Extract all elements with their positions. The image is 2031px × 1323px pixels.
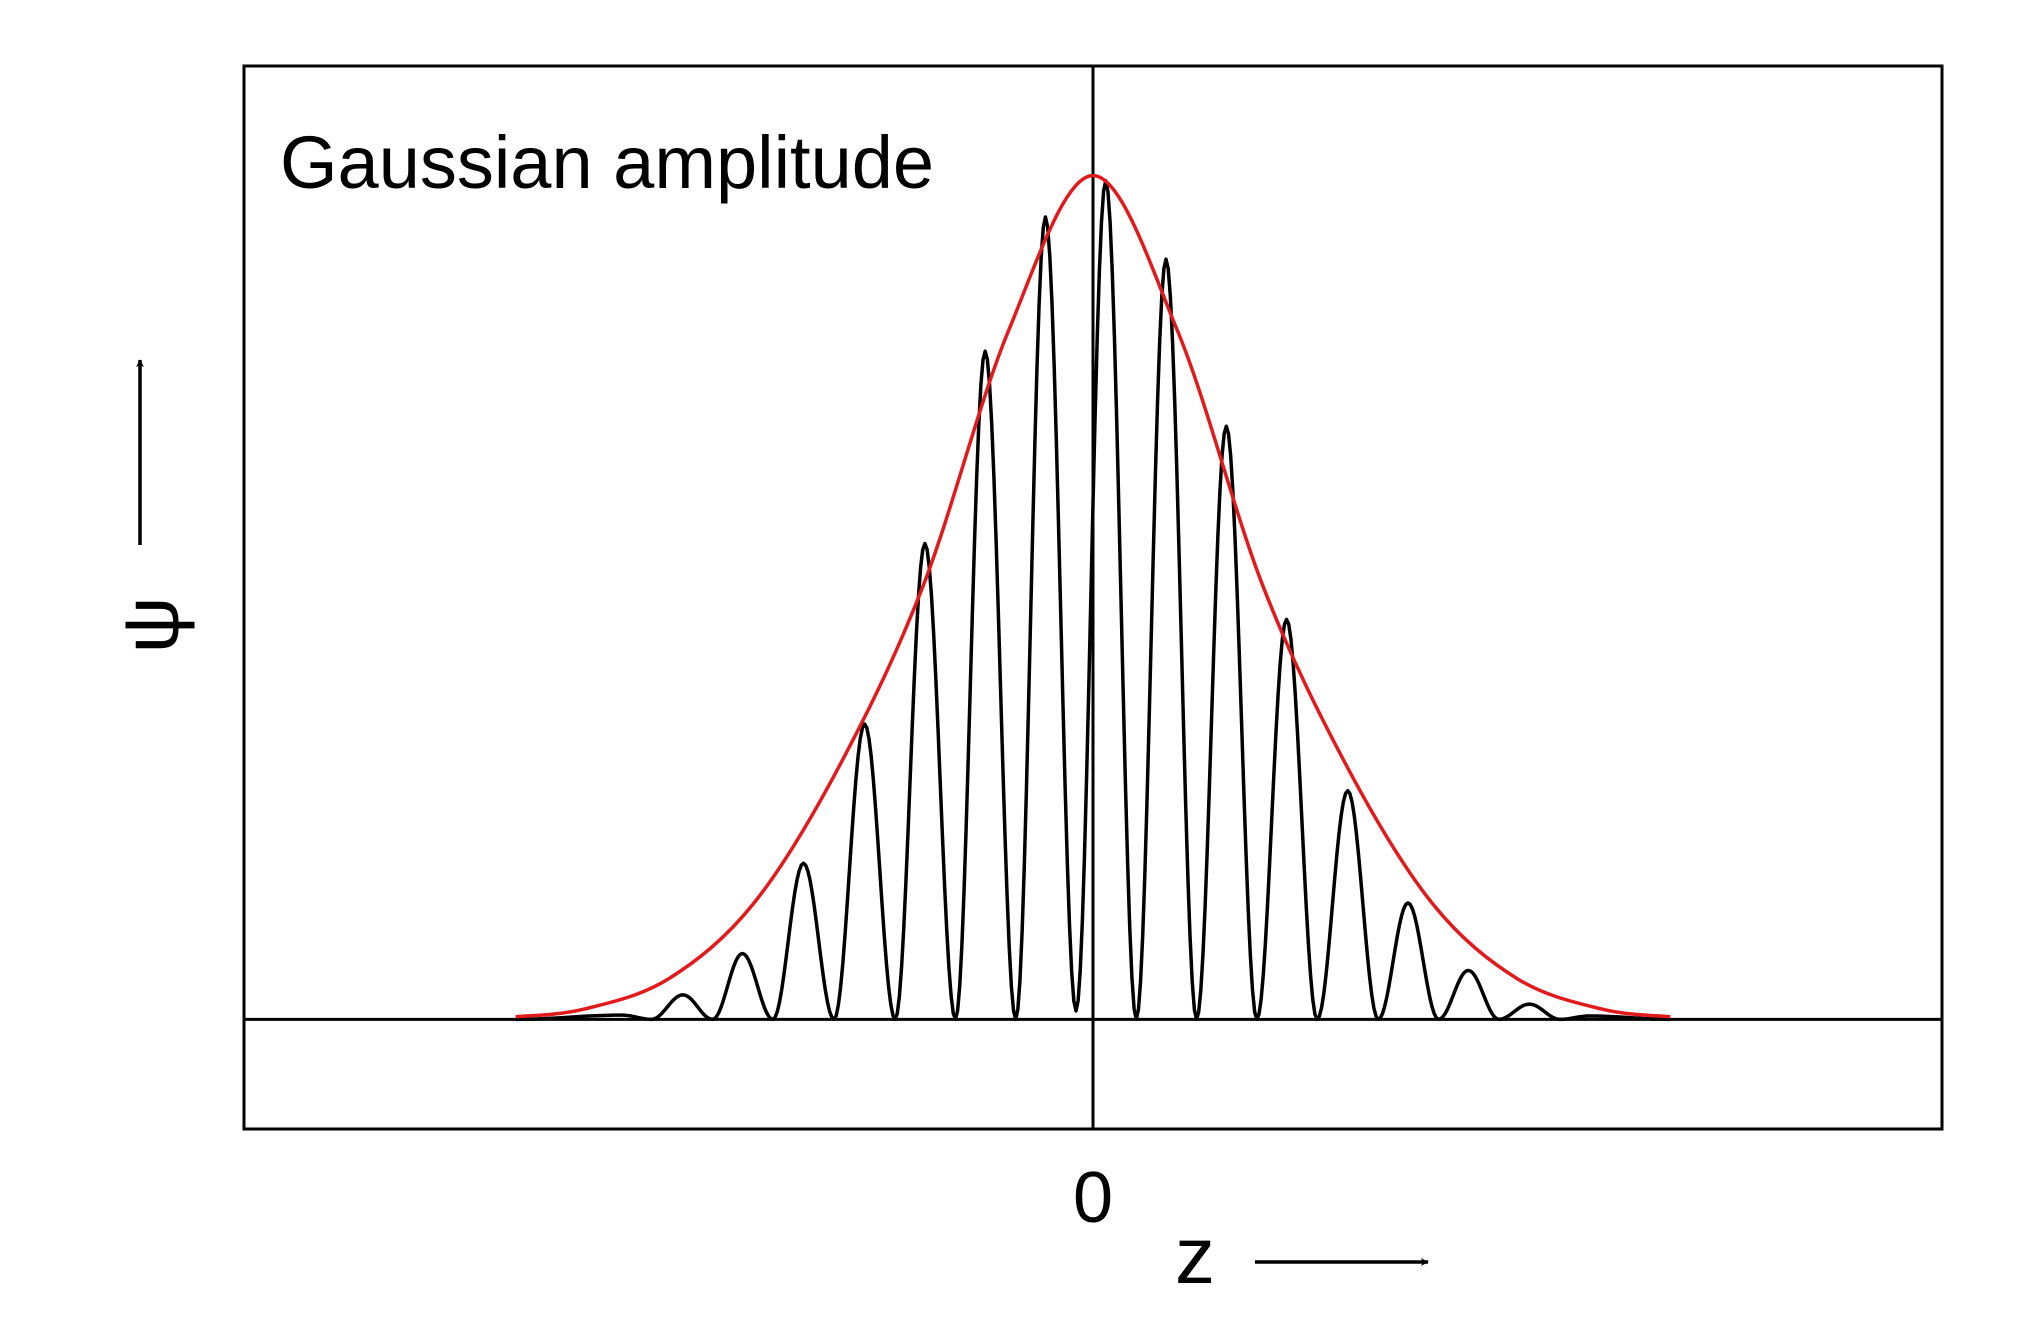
chart-annotation: Gaussian amplitude [280, 121, 934, 204]
x-tick-label: 0 [1073, 1158, 1113, 1238]
x-axis-label: z [1175, 1211, 1215, 1300]
series-envelope-line [515, 173, 1671, 1019]
x-tick-labels: 0 [1073, 1158, 1113, 1238]
series-layer [515, 173, 1671, 1022]
y-axis-label: ψ [106, 596, 195, 653]
reference-lines [244, 66, 1942, 1129]
